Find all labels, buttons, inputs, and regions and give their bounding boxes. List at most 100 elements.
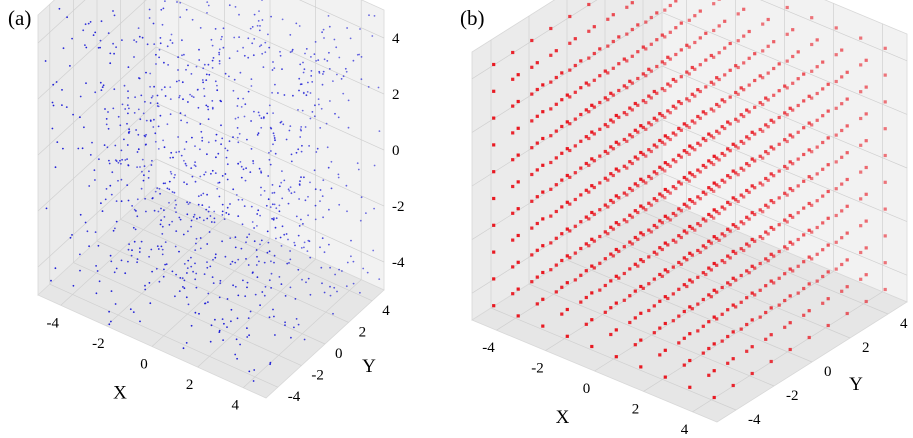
point	[210, 324, 213, 327]
x-tick-label: -4	[482, 340, 495, 356]
point	[271, 217, 273, 220]
point	[549, 187, 553, 191]
point	[745, 269, 749, 273]
point	[300, 129, 302, 132]
point	[859, 143, 863, 147]
point	[747, 29, 751, 34]
point	[783, 191, 787, 195]
point	[625, 112, 629, 117]
point	[207, 4, 210, 7]
point	[303, 338, 306, 341]
point	[109, 52, 112, 55]
point	[560, 71, 564, 75]
point	[178, 79, 181, 82]
point	[821, 114, 825, 118]
point	[712, 181, 716, 185]
point	[100, 89, 103, 91]
point	[119, 159, 121, 162]
point	[79, 269, 81, 272]
point	[772, 66, 776, 71]
point	[72, 284, 75, 287]
point	[726, 147, 730, 151]
point	[584, 215, 588, 219]
point	[113, 271, 116, 274]
point	[211, 169, 214, 172]
point	[269, 163, 272, 166]
point	[290, 153, 293, 156]
point	[62, 147, 64, 150]
point	[815, 279, 819, 283]
gridline	[96, 240, 326, 345]
point	[218, 51, 221, 54]
point	[682, 202, 686, 206]
point	[241, 223, 244, 226]
point	[712, 55, 716, 59]
gridline	[144, 197, 373, 302]
point	[584, 242, 588, 246]
point	[728, 229, 732, 233]
point	[598, 288, 602, 292]
point	[785, 247, 789, 251]
point	[554, 102, 558, 106]
point	[126, 184, 129, 187]
point	[207, 301, 209, 303]
point	[163, 61, 165, 64]
point	[307, 277, 310, 280]
point	[573, 278, 577, 282]
point	[220, 100, 223, 103]
point	[236, 357, 239, 360]
point	[655, 11, 659, 15]
point	[652, 89, 656, 94]
point	[821, 140, 825, 145]
point	[108, 310, 110, 313]
x-tick-label: 2	[632, 401, 640, 417]
point	[148, 170, 150, 173]
point	[511, 104, 515, 108]
point	[91, 141, 93, 144]
point	[305, 48, 308, 50]
point	[649, 123, 653, 127]
point	[639, 311, 643, 315]
point	[731, 276, 735, 280]
point	[590, 130, 594, 134]
point	[321, 237, 324, 240]
point	[625, 5, 629, 9]
point	[777, 89, 781, 93]
point	[698, 197, 702, 201]
point	[764, 230, 768, 234]
point	[883, 73, 887, 77]
point	[655, 225, 659, 229]
point	[535, 168, 539, 172]
point	[636, 50, 640, 54]
point	[587, 29, 591, 33]
point	[208, 73, 211, 76]
point	[93, 169, 96, 172]
point	[549, 160, 553, 165]
point	[658, 246, 662, 250]
point	[668, 164, 672, 168]
point	[285, 138, 288, 141]
point	[707, 320, 711, 324]
point	[739, 166, 743, 170]
point	[750, 345, 754, 349]
point	[372, 249, 375, 252]
point	[834, 133, 838, 137]
point	[260, 126, 263, 129]
point	[603, 176, 607, 180]
point	[658, 299, 662, 303]
point	[560, 285, 564, 289]
gridline	[471, 172, 663, 294]
point	[617, 276, 621, 280]
point	[693, 14, 697, 18]
point	[674, 160, 678, 164]
point	[655, 118, 659, 122]
point	[127, 248, 130, 251]
point	[712, 154, 716, 158]
point	[272, 61, 274, 63]
point	[745, 135, 749, 139]
point	[263, 190, 266, 192]
point	[252, 271, 254, 274]
point	[218, 60, 221, 62]
point	[190, 219, 193, 222]
